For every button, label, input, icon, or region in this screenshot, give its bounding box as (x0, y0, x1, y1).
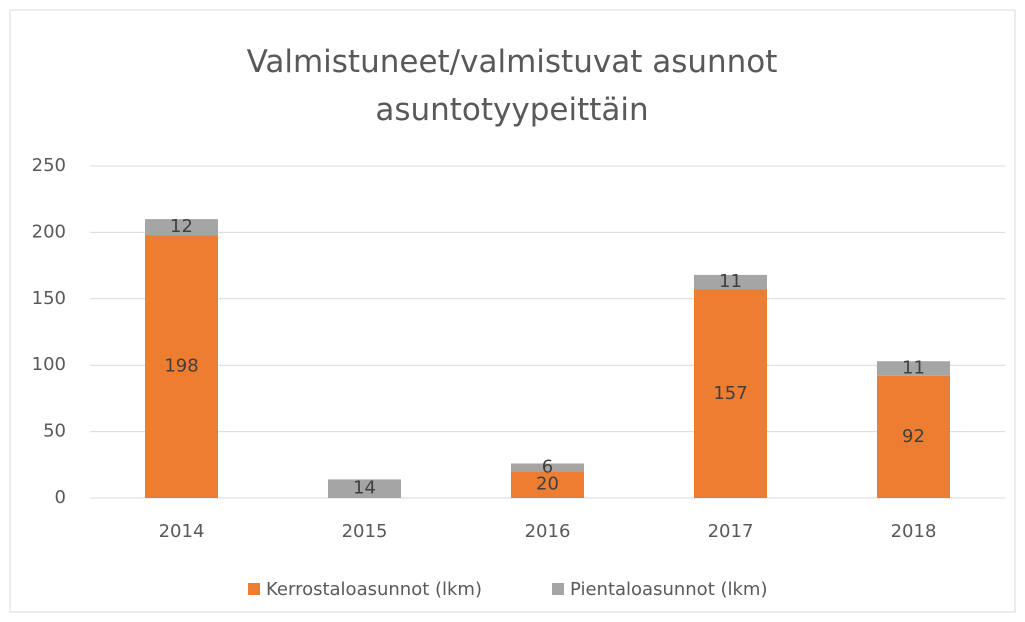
x-tick-label: 2016 (525, 521, 571, 542)
y-tick-label: 150 (32, 288, 66, 309)
chart-border (9, 9, 1016, 613)
bar-segment (328, 479, 401, 498)
bar-segment (877, 375, 950, 498)
x-tick-label: 2014 (159, 521, 205, 542)
x-tick-label: 2015 (342, 521, 388, 542)
chart-title: Valmistuneet/valmistuvat asunnot asuntot… (246, 44, 778, 128)
bar-segment (511, 471, 584, 498)
data-label: 11 (719, 271, 742, 292)
y-tick-label: 200 (32, 221, 66, 242)
legend-label: Kerrostaloasunnot (lkm) (266, 579, 482, 600)
legend-swatch (552, 583, 564, 595)
data-label: 12 (170, 216, 193, 237)
bar-segment (877, 361, 950, 376)
data-label: 92 (902, 426, 925, 447)
x-tick-label: 2018 (891, 521, 937, 542)
y-tick-label: 0 (55, 487, 66, 508)
bar-segment (145, 219, 218, 236)
bar-segment (694, 289, 767, 498)
data-label: 157 (713, 383, 747, 404)
data-label: 11 (902, 358, 925, 379)
legend-label: Pientaloasunnot (lkm) (570, 579, 767, 600)
y-tick-label: 100 (32, 354, 66, 375)
bar-segment (511, 463, 584, 472)
legend-swatch (248, 583, 260, 595)
data-label: 198 (164, 356, 198, 377)
data-label: 14 (353, 478, 376, 499)
y-tick-label: 50 (43, 421, 66, 442)
data-label: 20 (536, 474, 559, 495)
data-label: 6 (542, 456, 553, 477)
bar-segment (694, 274, 767, 290)
x-tick-label: 2017 (708, 521, 754, 542)
bar-segment (145, 235, 218, 498)
y-tick-label: 250 (32, 155, 66, 176)
